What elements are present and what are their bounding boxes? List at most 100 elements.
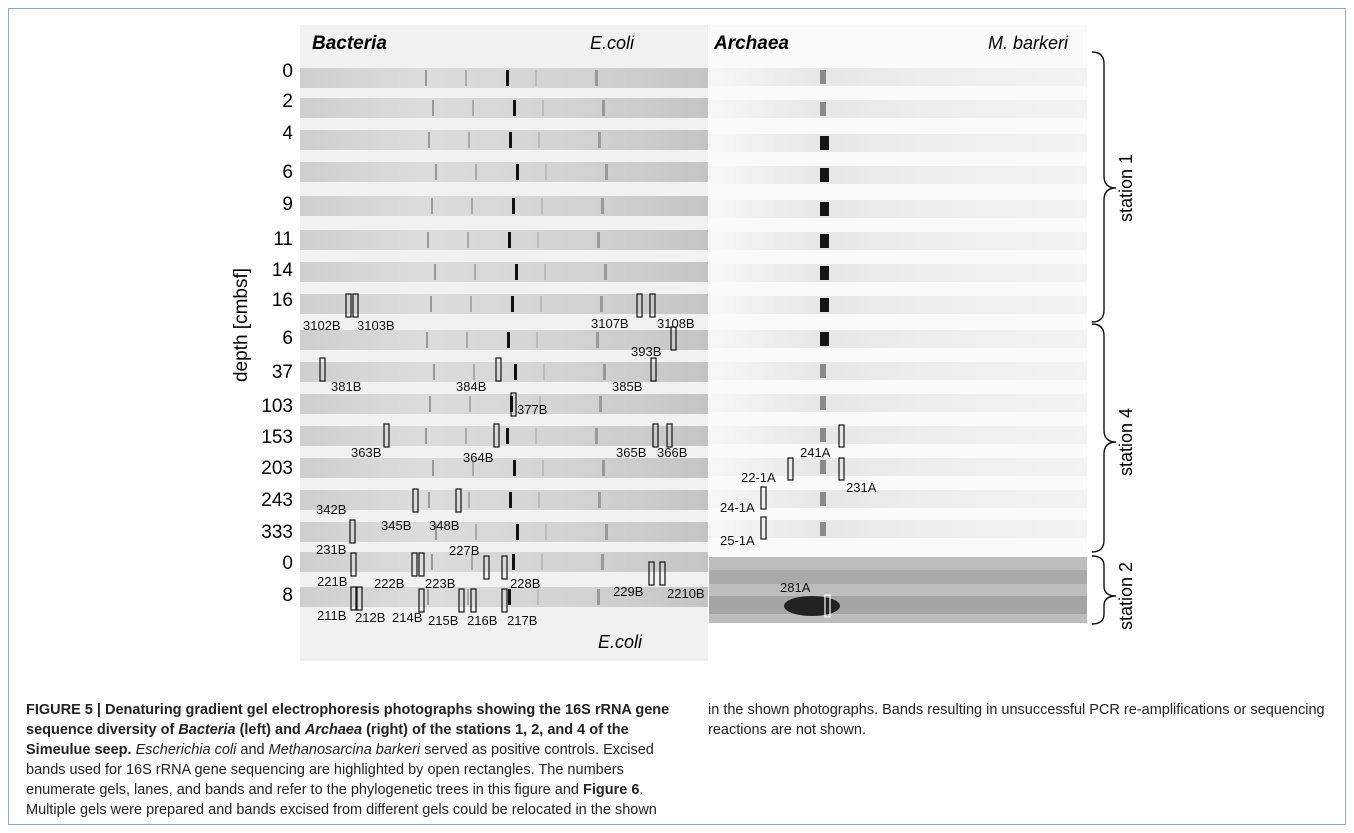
- archaea-lane-s2a: [709, 570, 1087, 584]
- archaea-band-boxes: [760, 424, 845, 618]
- gel-band: [470, 296, 472, 312]
- gel-band: [509, 492, 512, 508]
- gel-band: [467, 589, 469, 605]
- gel-band: [820, 202, 829, 216]
- band-label: 381B: [331, 379, 361, 394]
- band-label: 393B: [631, 344, 661, 359]
- gel-band: [596, 332, 599, 348]
- gel-band: [432, 100, 434, 116]
- band-label: 227B: [449, 543, 479, 558]
- gel-band: [508, 589, 511, 605]
- archaea-lane: [709, 296, 1087, 314]
- bacteria-lane: [300, 294, 708, 314]
- archaea-lane: [709, 330, 1087, 348]
- gel-band: [471, 554, 473, 570]
- archaea-lane: [709, 426, 1087, 444]
- gel-band: [465, 428, 467, 444]
- figure-frame: [8, 8, 1346, 825]
- gel-band: [472, 100, 474, 116]
- gel-band: [425, 70, 427, 86]
- depth-label: 9: [282, 194, 293, 215]
- gel-band: [427, 589, 429, 605]
- gel-band: [474, 264, 476, 280]
- gel-band: [507, 332, 510, 348]
- bacteria-lane: [300, 490, 708, 510]
- band-label: 363B: [351, 445, 381, 460]
- depth-label: 243: [261, 490, 293, 511]
- gel-band: [820, 364, 826, 378]
- archaea-lane: [709, 520, 1087, 538]
- gel-band: [600, 296, 603, 312]
- band-label: 231A: [846, 480, 877, 495]
- gel-band: [537, 589, 539, 605]
- gel-band: [515, 264, 518, 280]
- gel-band: [820, 266, 829, 280]
- gel-band: [514, 364, 517, 380]
- gel-band: [428, 132, 430, 148]
- depth-label: 14: [272, 260, 294, 281]
- band-label: 342B: [316, 502, 346, 517]
- gel-band: [598, 492, 601, 508]
- caption-body-end: . Multiple gels were prepared and bands …: [708, 702, 1325, 738]
- gel-band: [435, 164, 437, 180]
- gel-band: [509, 132, 512, 148]
- gel-band: [466, 332, 468, 348]
- depth-label: 203: [261, 458, 293, 479]
- gel-band: [602, 100, 605, 116]
- gel-band: [540, 296, 542, 312]
- gel-band: [597, 232, 600, 248]
- band-label: 25-1A: [720, 533, 755, 548]
- gel-band: [475, 164, 477, 180]
- bacteria-lane: [300, 196, 708, 216]
- gel-band: [536, 332, 538, 348]
- gel-band: [820, 492, 826, 506]
- depth-label: 11: [273, 229, 293, 250]
- band-label: 231B: [316, 542, 346, 557]
- bacteria-control-bottom: E.coli: [598, 632, 643, 652]
- gel-band: [603, 364, 606, 380]
- depth-label: 16: [272, 290, 293, 311]
- caption-title-end: (right) of the stations 1, 2, and 4 of t…: [26, 722, 629, 758]
- gel-band: [431, 554, 433, 570]
- gel-band: [820, 428, 826, 442]
- bacteria-lane: [300, 68, 708, 88]
- archaea-control: M. barkeri: [988, 33, 1069, 53]
- bacteria-lane: [300, 330, 708, 350]
- band-label: 22-1A: [741, 470, 776, 485]
- gel-band: [820, 70, 826, 84]
- caption-archaea: Archaea: [304, 722, 363, 738]
- archaea-header: Archaea: [713, 33, 789, 54]
- band-label: 212B: [355, 610, 385, 625]
- gel-band: [429, 396, 431, 412]
- gel-band: [537, 232, 539, 248]
- archaea-lane: [709, 394, 1087, 412]
- gel-band: [604, 264, 607, 280]
- band-label: 345B: [381, 518, 411, 533]
- gel-band: [543, 364, 545, 380]
- depth-label: 4: [282, 123, 293, 144]
- bacteria-lane: [300, 230, 708, 250]
- bacteria-band-boxes: [319, 293, 677, 613]
- band-label: 3102B: [303, 318, 341, 333]
- archaea-lane: [709, 490, 1087, 508]
- gel-band: [427, 232, 429, 248]
- gel-band: [513, 460, 516, 476]
- depth-label: 0: [282, 553, 293, 574]
- caption-mbarkeri: Methanosarcina barkeri: [268, 742, 421, 758]
- archaea-lane: [709, 200, 1087, 218]
- gel-band: [544, 264, 546, 280]
- gel-band: [538, 132, 540, 148]
- archaea-band-281: [784, 596, 840, 616]
- band-label: 3107B: [591, 316, 629, 331]
- station2-label: station 2: [1116, 562, 1136, 630]
- gel-band: [506, 70, 509, 86]
- band-label: 221B: [317, 574, 347, 589]
- depth-label: 37: [272, 362, 293, 383]
- gel-band: [512, 554, 515, 570]
- gel-band: [468, 492, 470, 508]
- gel-band: [605, 524, 608, 540]
- figure-label: FIGURE 5 |: [26, 702, 105, 718]
- caption-title: Denaturing gradient gel electrophoresis …: [26, 702, 670, 738]
- gel-band: [512, 198, 515, 214]
- gel-band: [430, 296, 432, 312]
